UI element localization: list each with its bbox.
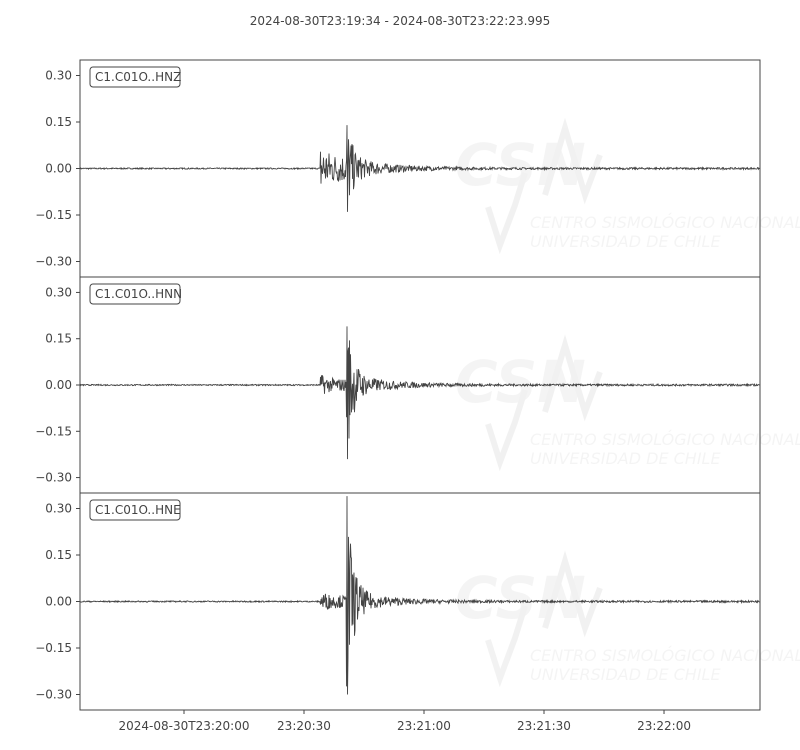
watermark-text: CENTRO SISMOLÓGICO NACIONAL: [530, 213, 800, 232]
watermark-text: CENTRO SISMOLÓGICO NACIONAL: [530, 646, 800, 665]
watermark-wave: [542, 117, 603, 205]
trace-label-box: [89, 66, 181, 88]
watermark-text: UNIVERSIDAD DE CHILE: [530, 665, 721, 684]
trace-label-text: C1.C01O..HNZ: [95, 70, 181, 84]
x-tick-label: 2024-08-30T23:20:00: [119, 719, 250, 733]
trace-label-box: [89, 499, 181, 521]
csn-watermark-logo: CSN CENTRO SISMOLÓGICO NACIONALUNIVERSIDA…: [455, 334, 800, 472]
watermark-text: UNIVERSIDAD DE CHILE: [530, 232, 721, 251]
y-tick-label: −0.30: [35, 688, 72, 702]
watermark-wave: [542, 550, 603, 638]
y-tick-label: −0.30: [35, 255, 72, 269]
y-tick-label: 0.30: [45, 69, 72, 83]
waveform-trace: [79, 326, 761, 460]
x-tick-label: 23:20:30: [277, 719, 331, 733]
watermark-text: UNIVERSIDAD DE CHILE: [530, 449, 721, 468]
watermark-csn: CSN: [455, 348, 586, 416]
y-tick-label: −0.30: [35, 471, 72, 485]
watermark-text: CENTRO SISMOLÓGICO NACIONAL: [530, 430, 800, 449]
watermark-wave: [485, 605, 528, 688]
trace-label: C1.C01O..HNN: [89, 283, 182, 305]
x-tick-label: 23:21:30: [517, 719, 571, 733]
csn-watermark-logo: CSN CENTRO SISMOLÓGICO NACIONALUNIVERSIDA…: [455, 117, 800, 255]
y-tick-label: 0.15: [45, 548, 72, 562]
trace-panel: CSN CENTRO SISMOLÓGICO NACIONALUNIVERSIDA…: [35, 59, 800, 278]
trace-label-box: [89, 283, 181, 305]
y-tick-label: 0.00: [45, 162, 72, 176]
y-tick-label: 0.15: [45, 115, 72, 129]
watermark-wave: [485, 172, 528, 255]
watermark-wave: [542, 334, 603, 422]
y-tick-label: −0.15: [35, 424, 72, 438]
csn-watermark-logo: CSN CENTRO SISMOLÓGICO NACIONALUNIVERSIDA…: [455, 550, 800, 688]
y-tick-label: 0.00: [45, 378, 72, 392]
y-tick-label: 0.15: [45, 332, 72, 346]
y-tick-label: 0.00: [45, 595, 72, 609]
watermark-wave: [485, 389, 528, 472]
y-tick-label: 0.30: [45, 285, 72, 299]
y-tick-label: −0.15: [35, 641, 72, 655]
trace-label: C1.C01O..HNZ: [89, 66, 181, 88]
watermark-csn: CSN: [455, 564, 586, 632]
x-tick-label: 23:21:00: [397, 719, 451, 733]
trace-panel: CSN CENTRO SISMOLÓGICO NACIONALUNIVERSIDA…: [35, 276, 800, 494]
waveform-trace: [79, 125, 761, 212]
y-tick-label: −0.15: [35, 208, 72, 222]
x-tick-label: 23:22:00: [637, 719, 691, 733]
trace-label-text: C1.C01O..HNE: [95, 503, 181, 517]
y-tick-label: 0.30: [45, 502, 72, 516]
trace-panel: CSN CENTRO SISMOLÓGICO NACIONALUNIVERSIDA…: [35, 492, 800, 711]
chart-title: 2024-08-30T23:19:34 - 2024-08-30T23:22:2…: [250, 14, 551, 28]
watermark-csn: CSN: [455, 131, 586, 199]
waveform-trace: [79, 496, 761, 695]
trace-label-text: C1.C01O..HNN: [95, 287, 182, 301]
trace-label: C1.C01O..HNE: [89, 499, 181, 521]
